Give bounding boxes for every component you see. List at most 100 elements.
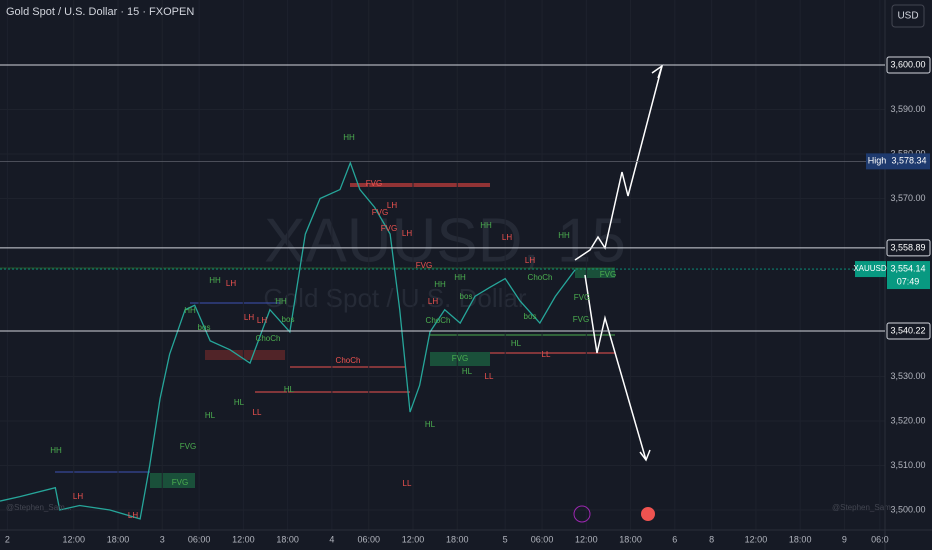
annotation: HH — [343, 133, 355, 142]
level-tag-label: 3,600.00 — [890, 59, 925, 69]
high-tag — [866, 153, 888, 170]
level-tag — [886, 56, 931, 74]
annotation: FVG — [366, 179, 382, 188]
author-right: @Stephen_Sam... — [832, 503, 898, 512]
x-tick-label: 12:00 — [232, 534, 255, 544]
fvg-zone — [150, 473, 195, 488]
annotation: FVG — [381, 224, 397, 233]
x-tick-label: 06:00 — [357, 534, 380, 544]
x-tick-label: 06:0 — [871, 534, 889, 544]
level-tag — [886, 322, 931, 340]
annotation: HL — [511, 339, 522, 348]
x-tick-label: 9 — [842, 534, 847, 544]
level-tag-label: 3,558.89 — [890, 242, 925, 252]
x-tick-label: 12:00 — [402, 534, 425, 544]
annotation: LH — [244, 313, 254, 322]
annotation: HH — [50, 446, 62, 455]
annotation: HL — [234, 398, 245, 407]
countdown: 07:49 — [897, 276, 920, 286]
annotation: LH — [257, 316, 267, 325]
annotation: bos — [282, 315, 295, 324]
plot — [0, 161, 576, 520]
annotation: HH — [275, 297, 287, 306]
x-tick-label: 8 — [709, 534, 714, 544]
watermark-symbol: XAUUSD, 15 — [264, 206, 626, 275]
watermark-name: Gold Spot / U.S. Dollar — [264, 283, 527, 313]
projection-down — [584, 274, 647, 461]
y-tick-label: 3,510.00 — [890, 460, 925, 470]
x-tick-label: 18:00 — [276, 534, 299, 544]
x-tick-label: 12:00 — [745, 534, 768, 544]
fvg-zone — [575, 268, 615, 278]
annotation: FVG — [416, 261, 432, 270]
annotation: FVG — [574, 293, 590, 302]
x-tick-label: 2 — [5, 534, 10, 544]
level-tag — [886, 239, 931, 257]
annotation: HH — [434, 280, 446, 289]
x-tick-label: 18:00 — [619, 534, 642, 544]
y-tick-label: 3,530.00 — [890, 371, 925, 381]
last-price: 3,554.14 — [890, 263, 925, 273]
x-tick-label: 18:00 — [446, 534, 469, 544]
x-tick-label: 3 — [160, 534, 165, 544]
arrowhead — [651, 64, 664, 79]
annotation: HH — [480, 221, 492, 230]
annotation: FVG — [573, 315, 589, 324]
annotation: bos — [460, 292, 473, 301]
annotation: HH — [209, 276, 221, 285]
annotation: LH — [502, 233, 512, 242]
last-symbol-tag — [855, 261, 886, 278]
currency-label[interactable]: USD — [897, 11, 918, 22]
y-tick-label: 3,570.00 — [890, 193, 925, 203]
event-icon[interactable] — [573, 505, 591, 523]
annotation: LH — [128, 511, 138, 520]
x-tick-label: 06:00 — [531, 534, 554, 544]
annotation: FVG — [180, 442, 196, 451]
x-tick-label: 12:00 — [575, 534, 598, 544]
currency-button[interactable] — [891, 4, 925, 28]
annotation: LL — [485, 372, 494, 381]
annotation: ChoCh — [528, 273, 553, 282]
arrowhead — [639, 449, 651, 462]
annotation: LH — [73, 492, 83, 501]
annotation: LH — [525, 256, 535, 265]
x-tick-label: 4 — [329, 534, 334, 544]
high-value: 3,578.34 — [891, 156, 926, 166]
high-value-tag — [888, 153, 930, 170]
annotation: LL — [403, 479, 412, 488]
annotation: FVG — [372, 208, 388, 217]
y-tick-label: 3,520.00 — [890, 415, 925, 425]
annotation: bos — [198, 323, 211, 332]
level-tag-label: 3,540.22 — [890, 325, 925, 335]
zones — [0, 183, 615, 488]
annotation: LH — [387, 201, 397, 210]
x-tick-label: 12:00 — [62, 534, 85, 544]
x-tick-label: 6 — [672, 534, 677, 544]
annotation: LH — [226, 279, 236, 288]
annotation: HL — [462, 367, 473, 376]
fvg-zone — [430, 352, 490, 366]
y-tick-label: 3,590.00 — [890, 104, 925, 114]
fvg-zone — [350, 183, 490, 187]
x-tick-label: 18:00 — [789, 534, 812, 544]
last-symbol: XAUUSD — [853, 264, 887, 273]
annotation: HH — [558, 231, 570, 240]
x-tick-label: 06:00 — [188, 534, 211, 544]
x-tick-label: 5 — [503, 534, 508, 544]
annotation: HL — [205, 411, 216, 420]
annotation: ChoCh — [426, 316, 451, 325]
annotation: FVG — [172, 478, 188, 487]
annotation: HL — [425, 420, 436, 429]
annotation: LH — [428, 297, 438, 306]
annotation: LL — [542, 350, 551, 359]
author-left: @Stephen_Sam... — [6, 503, 72, 512]
annotation: ChoCh — [256, 334, 281, 343]
event-icon[interactable] — [641, 507, 655, 521]
annotation: HH — [184, 306, 196, 315]
annotations: HH HH LH LH HH LH HH bos LH LH HH bos Ch… — [50, 133, 616, 520]
annotation: FVG — [452, 354, 468, 363]
annotation: ChoCh — [336, 356, 361, 365]
chart-title: Gold Spot / U.S. Dollar · 15 · FXOPEN — [6, 6, 194, 18]
